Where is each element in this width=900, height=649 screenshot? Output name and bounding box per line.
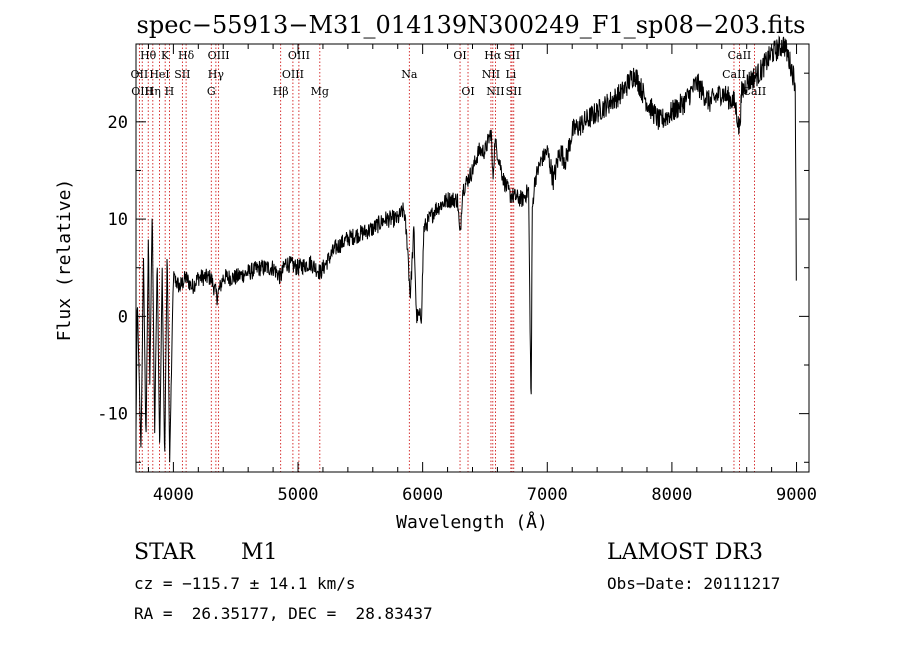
line-marker-label: Hη <box>145 85 161 98</box>
line-marker-label: H <box>165 85 175 98</box>
line-marker-label: Hθ <box>140 49 157 62</box>
axis-ticks <box>136 44 809 472</box>
line-marker-label: Hγ <box>208 68 225 81</box>
chart-title: spec−55913−M31_014139N300249_F1_sp08−203… <box>137 11 806 39</box>
y-tick-label: 0 <box>118 307 128 327</box>
line-marker-label: Hα <box>484 49 502 62</box>
y-tick-label: -10 <box>97 405 128 425</box>
line-marker-label: OIII <box>282 68 304 81</box>
x-tick-label: 9000 <box>776 485 817 505</box>
line-marker-label: Hβ <box>273 85 289 98</box>
x-tick-label: 7000 <box>527 485 568 505</box>
sky-coordinates: RA = 26.35177, DEC = 28.83437 <box>134 604 433 623</box>
radial-velocity: cz = −115.7 ± 14.1 km/s <box>134 574 356 593</box>
line-marker-label: NII <box>486 85 504 98</box>
line-marker-label: NII <box>482 68 500 81</box>
axis-tick-labels: 4000 5000 6000 7000 8000 9000 -10 0 10 20 <box>97 113 817 505</box>
observation-date: Obs−Date: 20111217 <box>607 574 781 593</box>
line-marker-label: OII <box>131 68 149 81</box>
survey-name: LAMOST DR3 <box>607 540 763 565</box>
line-marker-label: SII <box>506 85 522 98</box>
line-marker-label: OIII <box>288 49 310 62</box>
y-axis-label: Flux (relative) <box>54 179 75 342</box>
line-marker-label: OIII <box>208 49 230 62</box>
line-marker-layer <box>138 44 755 472</box>
line-marker-label: OIII <box>131 85 153 98</box>
y-tick-label: 10 <box>108 210 128 230</box>
line-marker-label: Na <box>401 68 418 81</box>
line-marker-label: Li <box>505 68 516 81</box>
object-class: STAR <box>134 540 195 565</box>
line-marker-label: CaII <box>722 68 746 81</box>
line-marker-label: G <box>207 85 216 98</box>
x-tick-label: 4000 <box>153 485 194 505</box>
line-marker-label: SII <box>174 68 190 81</box>
line-label-layer: OII OIII Hθ Hη HeI K H SII Hδ G Hγ OIII Hβ OIII OIII Mg… <box>131 49 767 98</box>
line-marker-label: Mg <box>311 85 329 98</box>
spectrum-line <box>135 35 797 463</box>
line-marker-label: CaII <box>728 49 752 62</box>
line-marker-label: Hδ <box>178 49 195 62</box>
y-tick-label: 20 <box>108 113 128 133</box>
line-marker-label: K <box>161 49 170 62</box>
line-marker-label: SII <box>504 49 520 62</box>
x-axis-label: Wavelength (Å) <box>396 511 548 533</box>
x-tick-label: 8000 <box>651 485 692 505</box>
line-marker-label: OI <box>453 49 466 62</box>
line-marker-label: OI <box>461 85 474 98</box>
line-marker-label: HeI <box>149 68 169 81</box>
x-tick-label: 6000 <box>402 485 443 505</box>
x-tick-label: 5000 <box>278 485 319 505</box>
object-subclass: M1 <box>241 540 278 565</box>
